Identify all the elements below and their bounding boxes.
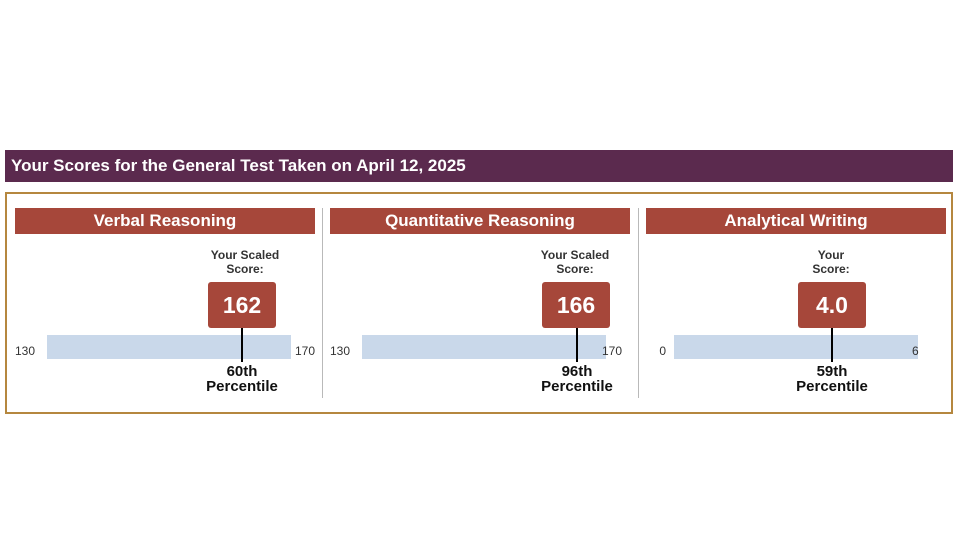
- writing-score-label: Your Score:: [776, 248, 886, 276]
- quantitative-score-label-line1: Your Scaled: [540, 248, 610, 262]
- writing-score-box: 4.0: [798, 282, 866, 328]
- verbal-scale-bar: [47, 335, 291, 359]
- verbal-reasoning-panel: Verbal Reasoning Your Scaled Score: 130 …: [15, 204, 315, 402]
- quantitative-percentile-label: Percentile: [541, 378, 613, 395]
- verbal-percentile: 60th Percentile: [187, 364, 297, 394]
- quantitative-score-label-line2: Score:: [556, 262, 594, 276]
- writing-percentile: 59th Percentile: [777, 364, 887, 394]
- verbal-percentile-label: Percentile: [206, 378, 278, 395]
- quantitative-score-box: 166: [542, 282, 610, 328]
- writing-score-label-line2: Score:: [812, 262, 850, 276]
- writing-percentile-rank: 59th: [816, 363, 848, 380]
- verbal-reasoning-title: Verbal Reasoning: [15, 208, 315, 234]
- writing-scale-max: 6: [912, 344, 919, 358]
- verbal-scale-max: 170: [295, 344, 316, 358]
- report-header: Your Scores for the General Test Taken o…: [5, 150, 953, 182]
- quantitative-score-label: Your Scaled Score:: [520, 248, 630, 276]
- panel-divider: [322, 208, 323, 398]
- verbal-score-label-line2: Score:: [226, 262, 264, 276]
- verbal-score-pointer: [241, 328, 243, 362]
- quantitative-percentile: 96th Percentile: [522, 364, 632, 394]
- verbal-percentile-rank: 60th: [226, 363, 258, 380]
- verbal-score-label-line1: Your Scaled: [210, 248, 280, 262]
- writing-scale-min: 0: [659, 344, 666, 358]
- verbal-scale-min: 130: [14, 344, 35, 358]
- quantitative-scale-max: 170: [602, 344, 623, 358]
- analytical-writing-panel: Analytical Writing Your Score: 0 6 4.0 5…: [646, 204, 946, 402]
- quantitative-reasoning-title: Quantitative Reasoning: [330, 208, 630, 234]
- writing-percentile-label: Percentile: [796, 378, 868, 395]
- quantitative-reasoning-panel: Quantitative Reasoning Your Scaled Score…: [330, 204, 630, 402]
- quantitative-score-pointer: [576, 328, 578, 362]
- quantitative-scale-bar: [362, 335, 606, 359]
- writing-score-label-line1: Your: [817, 248, 845, 262]
- quantitative-scale-min: 130: [329, 344, 350, 358]
- verbal-score-box: 162: [208, 282, 276, 328]
- verbal-score-label: Your Scaled Score:: [190, 248, 300, 276]
- panel-divider: [638, 208, 639, 398]
- writing-score-pointer: [831, 328, 833, 362]
- quantitative-percentile-rank: 96th: [561, 363, 593, 380]
- analytical-writing-title: Analytical Writing: [646, 208, 946, 234]
- score-report-frame: Verbal Reasoning Your Scaled Score: 130 …: [5, 192, 953, 414]
- writing-scale-bar: [674, 335, 918, 359]
